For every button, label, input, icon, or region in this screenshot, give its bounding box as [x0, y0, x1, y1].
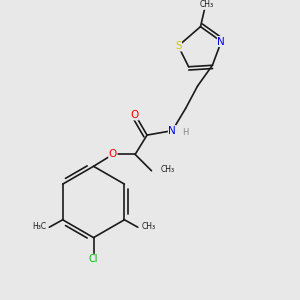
Text: O: O: [130, 110, 138, 120]
Text: N: N: [168, 126, 176, 136]
Text: O: O: [109, 149, 117, 159]
Text: CH₃: CH₃: [161, 165, 175, 174]
Text: H: H: [182, 128, 189, 136]
Text: S: S: [175, 41, 181, 51]
Text: Cl: Cl: [89, 254, 98, 264]
Text: H₃C: H₃C: [32, 222, 46, 231]
Text: CH₃: CH₃: [141, 222, 155, 231]
Text: CH₃: CH₃: [200, 1, 214, 10]
Text: N: N: [218, 37, 225, 46]
